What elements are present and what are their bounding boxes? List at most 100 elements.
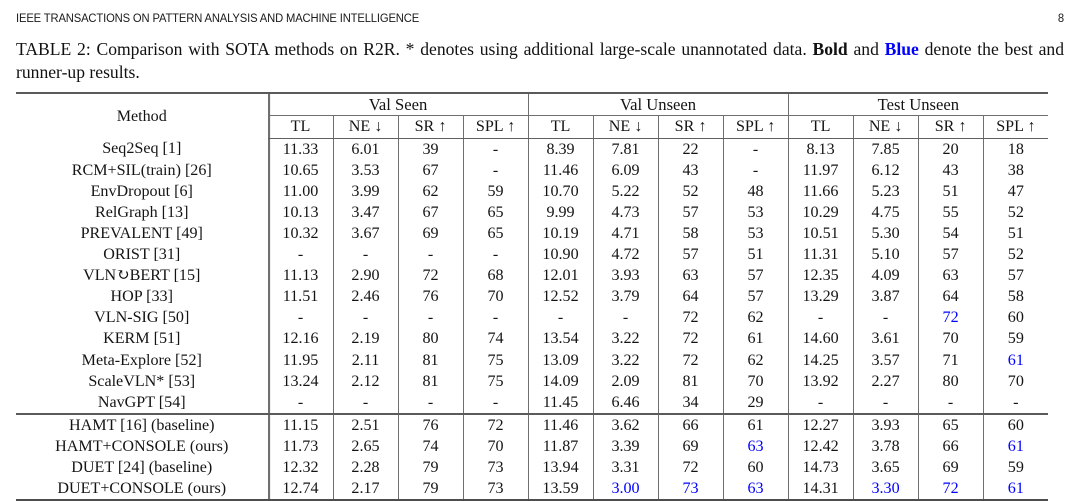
method-name-cell: RCM+SIL(train) [26] <box>71 161 212 179</box>
metric-value-cell: 10.90 <box>527 244 594 266</box>
metric-value-cell: 18 <box>982 138 1049 160</box>
metric-value-cell: 57 <box>917 244 984 266</box>
metric-value-cell: 10.29 <box>787 201 854 223</box>
journal-name: IEEE TRANSACTIONS ON PATTERN ANALYSIS AN… <box>16 11 420 25</box>
metric-value-cell: 11.95 <box>267 349 333 371</box>
metric-value-cell: 14.09 <box>527 370 594 392</box>
metric-value-cell: - <box>462 138 529 160</box>
metric-value-cell: - <box>332 307 398 329</box>
metric-value-cell: 12.35 <box>787 265 854 287</box>
metric-value-cell: 52 <box>982 201 1049 223</box>
metric-value-cell: 61 <box>722 328 789 350</box>
metric-value-cell: 10.70 <box>527 180 594 202</box>
header-group-val-seen: Val Seen <box>267 92 529 117</box>
metric-value-cell: 12.16 <box>267 328 333 350</box>
metric-value-cell: 6.46 <box>592 391 659 414</box>
metric-value-cell: 5.23 <box>852 180 919 202</box>
metric-value-cell: 11.15 <box>267 412 333 436</box>
method-name-cell: DUET+CONSOLE (ours) <box>16 478 268 501</box>
metric-value-cell: 11.97 <box>787 159 854 181</box>
metric-value-cell: - <box>267 307 333 329</box>
metric-value-cell: 6.01 <box>332 138 398 160</box>
table-row: Meta-Explore [52] 11.95 2.11 81 75 13.09 3.22 7… <box>16 349 1049 371</box>
header-metric-sr-valunseen: SR ↑ <box>657 115 724 139</box>
metric-value-cell: 3.62 <box>592 412 659 436</box>
metric-value-cell: 2.90 <box>332 265 398 287</box>
metric-value-cell: 2.46 <box>332 286 398 308</box>
metric-value-cell: 12.32 <box>267 456 333 479</box>
metric-value-cell: 10.19 <box>527 222 594 245</box>
metric-value-cell: 57 <box>982 265 1049 287</box>
metric-value-cell: 3.57 <box>852 349 919 371</box>
method-name-cell: KERM [51] <box>103 330 181 348</box>
metric-value-cell: 11.46 <box>527 159 594 181</box>
metric-value-cell: 3.31 <box>592 456 659 479</box>
metric-value-cell: 57 <box>722 265 789 287</box>
metric-value-cell: - <box>722 138 789 160</box>
metric-value-cell: 63 <box>657 265 724 287</box>
metric-value-cell: 62 <box>722 307 789 329</box>
metric-value-cell: 53 <box>722 201 789 223</box>
metric-value-cell: 12.42 <box>787 435 854 457</box>
metric-value-cell: - <box>397 391 463 414</box>
metric-value-cell: 70 <box>917 328 984 350</box>
metric-value-cell: 70 <box>462 286 529 308</box>
metric-value-cell: 39 <box>397 138 463 160</box>
metric-value-cell: 11.73 <box>267 435 333 457</box>
metric-value-cell: 66 <box>657 412 724 436</box>
metric-value-cell: 13.59 <box>527 478 594 501</box>
metric-value-cell: 67 <box>397 201 463 223</box>
metric-value-cell: - <box>852 391 919 414</box>
metric-value-cell: 55 <box>917 201 984 223</box>
sota-comparison-table: Method Val Seen Val Unseen Test Unseen T… <box>16 92 1049 501</box>
metric-value-cell: 70 <box>722 370 789 392</box>
metric-value-cell: 11.46 <box>527 412 594 436</box>
method-name-cell: RelGraph [13] <box>95 203 189 221</box>
metric-value-cell: 72 <box>917 307 984 329</box>
metric-value-cell: 4.71 <box>592 222 659 245</box>
metric-value-cell: 59 <box>462 180 529 202</box>
metric-value-cell: 60 <box>722 456 789 479</box>
method-name-cell: ORIST [31] <box>103 246 181 264</box>
metric-value-cell: 10.13 <box>267 201 333 223</box>
metric-value-cell: 64 <box>917 286 984 308</box>
header-group-val-unseen: Val Unseen <box>527 92 789 117</box>
caption-blue-keyword: Blue <box>884 39 919 59</box>
metric-value-cell: 2.51 <box>332 412 398 436</box>
metric-value-cell: 80 <box>917 370 984 392</box>
metric-value-cell: 62 <box>397 180 463 202</box>
header-group-row: Method Val Seen Val Unseen Test Unseen <box>16 92 1049 139</box>
metric-value-cell: 51 <box>722 244 789 266</box>
metric-value-cell: 3.39 <box>592 435 659 457</box>
metric-value-cell: 75 <box>462 349 529 371</box>
table-row: NavGPT [54] - - - -11.45 6.46 34 29- - - - <box>16 391 1049 414</box>
method-name-cell: DUET [24] (baseline) <box>71 458 213 476</box>
metric-value-cell: - <box>267 391 333 414</box>
table-row: KERM [51] 12.16 2.19 80 74 13.54 3.22 72 61 14.60… <box>16 328 1049 350</box>
table-row: HOP [33] 11.51 2.46 76 70 12.52 3.79 64 57 13.29 3… <box>16 286 1049 308</box>
metric-value-cell: 72 <box>657 307 724 329</box>
method-name-cell: EnvDropout [6] <box>90 182 193 200</box>
metric-value-cell: 29 <box>722 391 789 414</box>
metric-value-cell: 63 <box>722 478 789 501</box>
metric-value-cell: - <box>397 244 463 266</box>
running-head: IEEE TRANSACTIONS ON PATTERN ANALYSIS AN… <box>16 0 1064 25</box>
metric-value-cell: - <box>787 391 854 414</box>
metric-value-cell: 81 <box>397 349 463 371</box>
metric-value-cell: 3.22 <box>592 328 659 350</box>
method-name-cell: Meta-Explore [52] <box>81 351 202 369</box>
metric-value-cell: - <box>462 159 529 181</box>
metric-value-cell: 6.12 <box>852 159 919 181</box>
metric-value-cell: 73 <box>462 456 529 479</box>
metric-value-cell: 12.27 <box>787 412 854 436</box>
metric-value-cell: 63 <box>917 265 984 287</box>
header-metric-ne-testunseen: NE ↓ <box>852 115 919 139</box>
metric-value-cell: - <box>462 391 529 414</box>
metric-value-cell: 65 <box>462 222 529 245</box>
metric-value-cell: 3.87 <box>852 286 919 308</box>
metric-value-cell: 74 <box>462 328 529 350</box>
metric-value-cell: - <box>527 307 594 329</box>
metric-value-cell: 68 <box>462 265 529 287</box>
metric-value-cell: 11.33 <box>267 138 333 160</box>
metric-value-cell: 3.30 <box>852 478 919 501</box>
